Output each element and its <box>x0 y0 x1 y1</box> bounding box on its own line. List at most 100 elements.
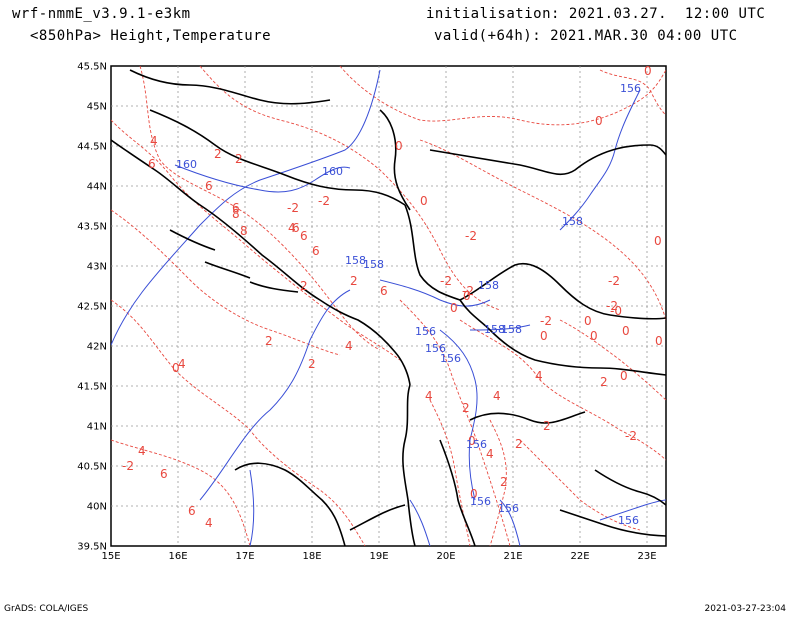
height-contour-label: 156 <box>470 495 491 508</box>
temperature-contour-label: -2 <box>606 299 618 313</box>
lon-tick-label: 15E <box>101 551 120 562</box>
lat-tick-label: 41N <box>87 422 107 433</box>
temperature-contour-label: -2 <box>608 274 620 288</box>
temperature-contour-label: 0 <box>590 329 598 343</box>
longitude-axis: 15E 16E 17E 18E 19E 20E 21E 22E 23E <box>101 551 656 562</box>
temperature-contour-label: 2 <box>265 334 273 348</box>
temperature-contour-label: 8 <box>232 207 240 221</box>
temperature-contour-label: 2 <box>308 357 316 371</box>
footer-timestamp: 2021-03-27-23:04 <box>704 604 787 614</box>
temperature-contour-label: 4 <box>205 516 213 530</box>
temperature-contour-label: 6 <box>232 201 240 215</box>
temperature-contour-label: 4 <box>178 357 186 371</box>
temperature-contour-label: 0 <box>654 234 662 248</box>
temperature-contour-label: 0 <box>540 329 548 343</box>
lon-tick-label: 21E <box>503 551 522 562</box>
lon-tick-label: 17E <box>235 551 254 562</box>
height-contour-label: 156 <box>415 325 436 338</box>
valid-time: valid(+64h): 2021.MAR.30 04:00 UTC <box>434 28 738 44</box>
coastlines-and-borders <box>111 69 666 546</box>
temperature-contour-label: 0 <box>395 139 403 153</box>
height-contour-label: 160 <box>176 158 197 171</box>
height-contours <box>111 69 666 546</box>
height-labels: 1601601581581581581561561561561581581561… <box>176 82 641 527</box>
temperature-contour-label: 2 <box>600 375 608 389</box>
lat-tick-label: 45N <box>87 102 107 113</box>
temperature-contour-label: 8 <box>240 224 248 238</box>
height-contour-label: 158 <box>478 279 499 292</box>
temperature-contour-label: 2 <box>214 147 222 161</box>
lat-tick-label: 43.5N <box>77 222 107 233</box>
temperature-contour-label: 6 <box>188 504 196 518</box>
temperature-contour-label: 2 <box>235 152 243 166</box>
lat-tick-label: 40.5N <box>77 462 107 473</box>
initialisation-time: initialisation: 2021.03.27. 12:00 UTC <box>426 6 766 22</box>
lon-tick-label: 20E <box>436 551 455 562</box>
lat-tick-label: 40N <box>87 502 107 513</box>
temperature-contour-label: 6 <box>292 221 300 235</box>
temperature-contour-label: 0 <box>595 114 603 128</box>
latitude-axis: 45.5N 45N 44.5N 44N 43.5N 43N 42.5N 42N 41.5N 41N… <box>77 62 107 553</box>
temperature-contour-label: 2 <box>543 419 551 433</box>
lat-tick-label: 39.5N <box>77 542 107 553</box>
temperature-contour-label: 4 <box>138 444 146 458</box>
temperature-contour-label: 0 <box>463 289 471 303</box>
temperature-contour-label: 0 <box>172 361 180 375</box>
height-contour-label: 160 <box>322 165 343 178</box>
temperature-contour-label: 0 <box>420 194 428 208</box>
height-contour-label: 158 <box>501 323 522 336</box>
lat-tick-label: 41.5N <box>77 382 107 393</box>
model-title: wrf-nmmE_v3.9.1-e3km <box>12 6 191 22</box>
temperature-contour-label: -2 <box>540 314 552 328</box>
temperature-contour-label: 0 <box>622 324 630 338</box>
lon-tick-label: 23E <box>637 551 656 562</box>
temperature-contour-label: -2 <box>287 201 299 215</box>
temperature-contour-label: 4 <box>425 389 433 403</box>
temperature-contour-label: 2 <box>300 279 308 293</box>
temperature-contour-label: 6 <box>300 229 308 243</box>
temperature-contour-label: 2 <box>515 437 523 451</box>
temperature-contour-label: 6 <box>148 157 156 171</box>
temperature-contour-label: 0 <box>644 64 652 78</box>
height-contour-label: 156 <box>498 502 519 515</box>
height-contour-label: 156 <box>440 352 461 365</box>
height-contour-label: 156 <box>620 82 641 95</box>
graticule <box>111 66 666 546</box>
temperature-contour-label: 2 <box>350 274 358 288</box>
temperature-contour-label: 4 <box>493 389 501 403</box>
temperature-contour-label: 6 <box>205 179 213 193</box>
lat-tick-label: 45.5N <box>77 62 107 73</box>
lat-tick-label: 44N <box>87 182 107 193</box>
temperature-contour-label: 4 <box>535 369 543 383</box>
lon-tick-label: 22E <box>570 551 589 562</box>
level-title: <850hPa> Height,Temperature <box>30 28 272 44</box>
lat-tick-label: 42.5N <box>77 302 107 313</box>
height-contour-label: 158 <box>363 258 384 271</box>
lon-tick-label: 19E <box>369 551 388 562</box>
temperature-contour-label: 4 <box>345 339 353 353</box>
temperature-contour-label: -2 <box>462 284 474 298</box>
temperature-contour-label: -2 <box>625 429 637 443</box>
height-contour-label: 158 <box>345 254 366 267</box>
temperature-contour-label: 0 <box>470 487 478 501</box>
lon-tick-label: 16E <box>168 551 187 562</box>
lat-tick-label: 42N <box>87 342 107 353</box>
temperature-contour-label: 6 <box>312 244 320 258</box>
temperature-contour-label: 2 <box>462 401 470 415</box>
temperature-contour-label: 4 <box>486 447 494 461</box>
temperature-contour-label: -2 <box>122 459 134 473</box>
temperature-contour-label: 4 <box>150 134 158 148</box>
lat-tick-label: 44.5N <box>77 142 107 153</box>
temperature-contour-label: -2 <box>318 194 330 208</box>
temperature-contour-label: 6 <box>380 284 388 298</box>
temperature-contour-label: -2 <box>440 274 452 288</box>
footer-credit: GrADS: COLA/IGES <box>4 604 89 614</box>
temperature-contours <box>111 66 666 546</box>
map-frame <box>110 65 667 547</box>
temperature-contour-label: -0 <box>610 304 622 318</box>
height-contour-label: 156 <box>466 438 487 451</box>
temperature-contour-label: 0 <box>584 314 592 328</box>
temperature-contour-label: 0 <box>655 334 663 348</box>
